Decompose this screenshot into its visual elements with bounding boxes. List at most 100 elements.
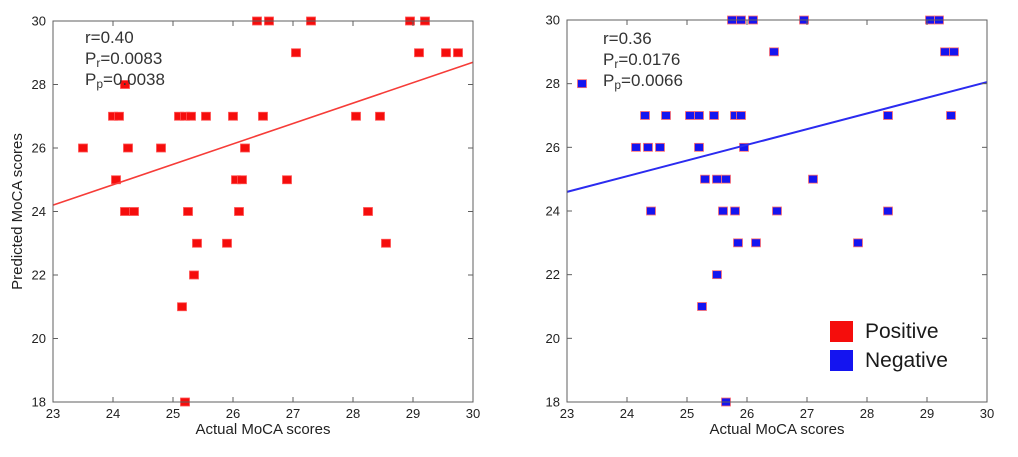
- data-point: [375, 111, 385, 121]
- data-point: [694, 142, 704, 152]
- y-tick-label: 24: [546, 204, 560, 219]
- data-point: [453, 48, 463, 58]
- data-point: [655, 142, 665, 152]
- data-point: [189, 270, 199, 280]
- data-point: [700, 174, 710, 184]
- y-tick-label: 18: [546, 395, 560, 410]
- data-point: [351, 111, 361, 121]
- data-point: [114, 111, 124, 121]
- fit-line: [52, 61, 474, 206]
- data-point: [228, 111, 238, 121]
- left-scatter-svg: 23 24 25 26 27 28 29 30 18 20 22 24 26 28 30 Actual MoC…: [9, 14, 480, 439]
- data-point: [258, 111, 268, 121]
- x-tick-label: 25: [166, 406, 180, 421]
- data-point: [769, 47, 779, 57]
- legend-swatch-positive: [830, 321, 853, 342]
- x-tick-label: 25: [680, 406, 694, 421]
- data-point: [234, 207, 244, 216]
- y-tick-label: 28: [546, 76, 560, 91]
- x-axis-ticks: 23 24 25 26 27 28 29 30: [46, 21, 480, 421]
- data-point: [712, 174, 722, 184]
- data-point: [694, 111, 704, 120]
- x-tick-label: 26: [740, 406, 754, 421]
- x-tick-label: 23: [560, 406, 574, 421]
- legend: Positive Negative: [830, 320, 948, 372]
- stat-line: Pr=0.0176: [603, 50, 680, 71]
- y-tick-label: 28: [32, 77, 46, 92]
- legend-label-negative: Negative: [865, 349, 948, 372]
- data-point: [946, 111, 956, 120]
- data-point: [129, 207, 139, 216]
- y-tick-label: 18: [32, 395, 46, 410]
- x-tick-label: 29: [920, 406, 934, 421]
- data-point: [697, 302, 707, 311]
- x-tick-label: 30: [980, 406, 994, 421]
- y-axis-ticks: 18 20 22 24 26 28 30: [32, 14, 473, 410]
- data-point: [363, 207, 373, 216]
- data-point: [183, 207, 193, 216]
- data-point: [120, 80, 130, 89]
- fit-line: [566, 81, 988, 193]
- y-tick-label: 30: [546, 13, 560, 28]
- data-point: [414, 48, 424, 58]
- y-axis-ticks: 18 20 22 24 26 28 30: [546, 13, 987, 410]
- x-tick-label: 28: [346, 406, 360, 421]
- data-point: [685, 111, 695, 120]
- y-tick-label: 20: [546, 331, 560, 346]
- y-tick-label: 30: [32, 14, 46, 29]
- data-point: [709, 111, 719, 120]
- data-point: [883, 111, 893, 120]
- x-tick-label: 24: [620, 406, 634, 421]
- data-point: [192, 238, 202, 248]
- data-point: [640, 111, 650, 120]
- stat-line: Pp=0.0038: [85, 70, 165, 91]
- x-axis-label: Actual MoCA scores: [709, 421, 844, 438]
- data-point: [730, 206, 740, 216]
- data-point: [78, 143, 88, 153]
- data-point: [201, 111, 211, 121]
- data-point: [441, 48, 451, 58]
- data-point: [883, 206, 893, 216]
- data-point: [186, 111, 196, 121]
- right-scatter-plot: 23 24 25 26 27 28 29 30 18 20 22 24 26 28 30 Actual MoC…: [509, 0, 1018, 457]
- data-point: [177, 302, 187, 312]
- data-point: [712, 270, 722, 280]
- data-point: [282, 175, 292, 185]
- data-point: [772, 206, 782, 216]
- stat-line: r=0.36: [603, 29, 652, 48]
- data-point: [646, 206, 656, 216]
- y-tick-label: 22: [546, 267, 560, 282]
- data-point: [381, 238, 391, 248]
- x-tick-label: 26: [226, 406, 240, 421]
- y-axis-label: Predicted MoCA scores: [9, 133, 26, 290]
- left-scatter-plot: 23 24 25 26 27 28 29 30 18 20 22 24 26 28 30 Actual MoC…: [9, 14, 480, 439]
- data-point: [733, 238, 743, 248]
- data-point: [291, 48, 301, 58]
- data-point: [577, 79, 587, 89]
- data-point: [736, 111, 746, 120]
- right-scatter-svg: 23 24 25 26 27 28 29 30 18 20 22 24 26 28 30 Actual MoC…: [546, 13, 995, 439]
- data-point: [751, 238, 761, 248]
- data-point: [631, 142, 641, 152]
- data-point: [123, 143, 133, 153]
- data-point: [808, 174, 818, 184]
- data-point: [156, 143, 166, 153]
- data-point: [661, 111, 671, 120]
- y-tick-label: 20: [32, 331, 46, 346]
- x-axis-ticks: 23 24 25 26 27 28 29 30: [560, 20, 994, 421]
- x-tick-label: 27: [286, 406, 300, 421]
- data-point: [949, 47, 959, 57]
- data-point: [718, 206, 728, 216]
- x-tick-label: 27: [800, 406, 814, 421]
- stat-line: r=0.40: [85, 28, 134, 47]
- data-point: [222, 238, 232, 248]
- data-point: [643, 142, 653, 152]
- x-tick-label: 30: [466, 406, 480, 421]
- data-point: [120, 207, 130, 216]
- x-tick-label: 23: [46, 406, 60, 421]
- y-tick-label: 26: [546, 140, 560, 155]
- x-axis-label: Actual MoCA scores: [195, 421, 330, 438]
